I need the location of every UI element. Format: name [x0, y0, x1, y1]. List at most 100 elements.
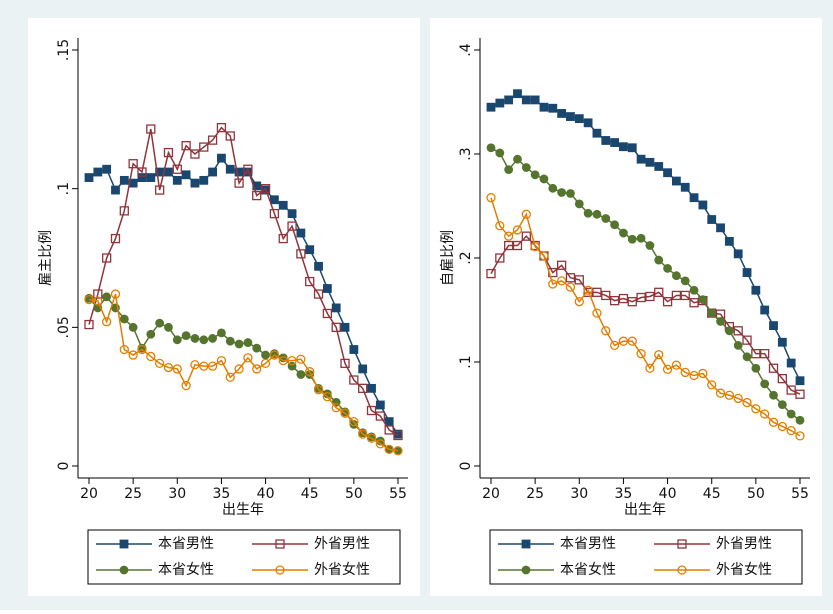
- marker: [654, 255, 664, 265]
- marker: [716, 317, 725, 326]
- marker: [663, 263, 672, 273]
- legend-label: 本省女性: [560, 561, 616, 578]
- marker: [207, 135, 218, 145]
- marker: [260, 184, 271, 194]
- marker: [164, 167, 173, 177]
- marker: [521, 163, 531, 172]
- marker: [521, 95, 531, 105]
- marker: [349, 375, 359, 385]
- marker: [366, 405, 377, 416]
- marker: [724, 390, 735, 400]
- marker: [504, 95, 514, 105]
- x-tick-label: 50: [345, 486, 363, 502]
- marker: [190, 334, 200, 343]
- x-tick-label: 35: [213, 486, 231, 502]
- marker: [716, 223, 725, 233]
- marker: [565, 273, 576, 283]
- marker: [521, 209, 531, 219]
- marker: [751, 404, 761, 414]
- marker: [557, 109, 567, 118]
- marker: [296, 370, 306, 379]
- marker: [504, 231, 514, 241]
- y-tick-label: 0: [458, 462, 474, 471]
- marker: [680, 290, 690, 301]
- marker: [252, 190, 262, 201]
- x-tick-label: 20: [80, 486, 98, 502]
- marker: [102, 317, 112, 327]
- marker: [742, 352, 752, 362]
- marker: [181, 331, 191, 341]
- marker: [208, 334, 218, 343]
- marker: [786, 385, 796, 395]
- marker: [163, 147, 174, 158]
- marker: [504, 240, 514, 251]
- marker: [275, 539, 285, 549]
- marker: [566, 189, 575, 198]
- marker: [769, 390, 778, 400]
- marker: [486, 143, 496, 153]
- marker: [530, 241, 540, 252]
- marker: [513, 89, 522, 99]
- marker: [539, 251, 549, 261]
- marker: [207, 361, 218, 371]
- marker: [768, 417, 779, 427]
- marker: [340, 408, 350, 418]
- marker: [146, 329, 156, 339]
- marker: [662, 297, 673, 307]
- x-tick-label: 40: [659, 486, 677, 502]
- marker: [181, 380, 191, 391]
- marker: [287, 355, 297, 366]
- marker: [119, 565, 129, 575]
- marker: [172, 164, 182, 174]
- marker: [119, 314, 129, 324]
- marker: [733, 326, 743, 336]
- marker: [574, 297, 584, 307]
- marker: [636, 154, 646, 164]
- marker: [234, 167, 244, 177]
- marker: [349, 419, 359, 429]
- marker: [296, 228, 306, 238]
- marker: [154, 185, 165, 195]
- marker: [530, 95, 540, 105]
- legend-label: 外省男性: [716, 536, 772, 552]
- marker: [636, 349, 646, 359]
- marker: [146, 173, 156, 182]
- marker: [375, 411, 385, 421]
- marker: [278, 200, 288, 210]
- marker: [795, 389, 805, 399]
- marker: [375, 439, 385, 449]
- marker: [119, 206, 129, 216]
- marker: [610, 220, 619, 230]
- marker: [663, 168, 672, 178]
- marker: [146, 351, 156, 362]
- series-line: [88, 293, 399, 452]
- legend-label: 外省男性: [314, 536, 370, 552]
- marker: [574, 114, 584, 124]
- marker: [495, 98, 505, 108]
- marker: [261, 350, 270, 360]
- marker: [609, 295, 620, 306]
- marker: [172, 175, 182, 185]
- marker: [225, 131, 235, 141]
- marker: [548, 103, 558, 113]
- marker: [645, 363, 655, 373]
- marker: [393, 430, 403, 441]
- marker: [566, 112, 575, 121]
- marker: [689, 298, 699, 308]
- marker: [521, 231, 531, 241]
- x-tick-label: 55: [389, 486, 407, 502]
- x-tick-label: 50: [747, 486, 765, 502]
- marker: [583, 208, 593, 218]
- marker: [609, 340, 620, 351]
- marker: [243, 353, 253, 363]
- marker: [128, 322, 138, 332]
- x-tick-label: 30: [570, 486, 588, 502]
- x-axis-title: 出生年: [222, 502, 264, 518]
- marker: [601, 326, 611, 336]
- marker: [366, 433, 377, 443]
- marker: [322, 308, 333, 319]
- marker: [269, 195, 279, 205]
- marker: [111, 185, 120, 195]
- marker: [512, 225, 523, 235]
